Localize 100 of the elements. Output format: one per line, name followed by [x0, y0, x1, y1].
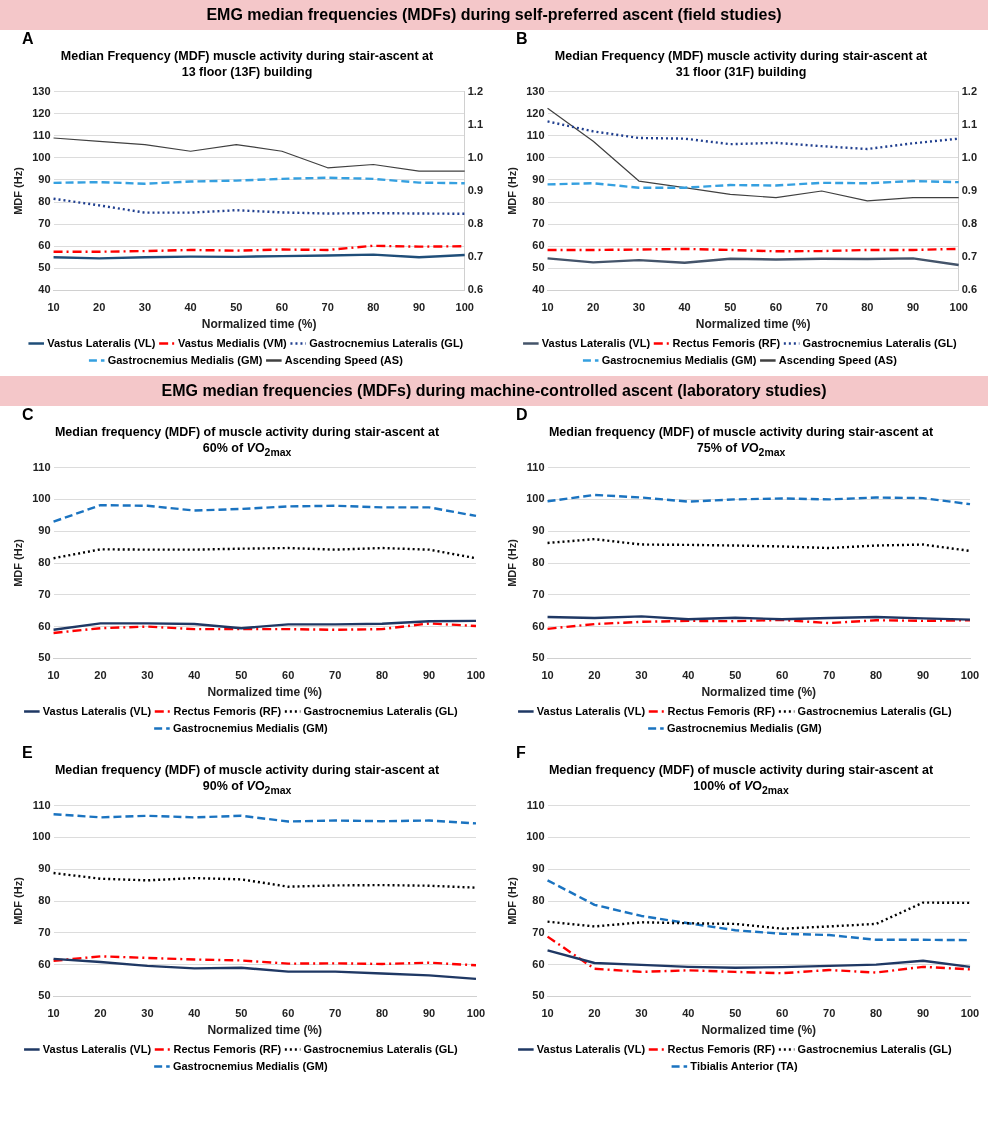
- legend-label: Gastrocnemius Medialis (GM): [172, 1059, 328, 1072]
- chart-title: Median Frequency (MDF) muscle activity during stair-ascent at 31 floor (31F) building: [553, 48, 929, 81]
- y2-tick-label: 1.1: [467, 117, 484, 130]
- chart-title: Median frequency (MDF) of muscle activity during stair-ascent at 60% of VO$_{2max}$: [53, 424, 441, 458]
- text: A: [21, 30, 35, 48]
- x-tick-label: 50: [235, 669, 248, 682]
- y-tick-label: 130: [526, 84, 545, 97]
- y-tick-label: 50: [38, 261, 51, 274]
- x-tick-label: 30: [635, 1007, 648, 1020]
- x-tick-label: 30: [635, 669, 648, 682]
- y-tick-label: 100: [526, 492, 545, 505]
- y-tick-label: 70: [38, 587, 51, 600]
- x-tick-label: 60: [275, 301, 289, 314]
- x-tick-label: 80: [376, 1007, 389, 1020]
- y-tick-label: 80: [38, 195, 51, 208]
- legend-label: Gastrocnemius Lateralis (GL): [797, 1042, 952, 1055]
- line-series: [52, 955, 478, 967]
- x-tick-label: 60: [282, 669, 295, 682]
- x-tick-label: 10: [541, 301, 554, 314]
- x-tick-label: 20: [94, 1007, 107, 1020]
- x-tick-label: 50: [235, 1007, 248, 1020]
- x-tick-label: 50: [729, 1007, 742, 1020]
- y-tick-label: 60: [38, 619, 51, 632]
- y2-tick-label: 0.6: [467, 283, 484, 296]
- y2-tick-label: 1.2: [467, 84, 484, 97]
- y-tick-label: 70: [532, 217, 545, 230]
- text: EMG median frequencies (MDFs) during self-preferred ascent (field studies): [0, 0, 988, 30]
- y2-tick-label: 1.2: [961, 84, 978, 97]
- x-tick-label: 40: [184, 301, 197, 314]
- x-axis-title: Normalized time (%): [207, 1023, 323, 1038]
- x-tick-label: 40: [678, 301, 691, 314]
- text: D: [515, 406, 529, 424]
- legend-label: Vastus Lateralis (VL): [42, 704, 152, 717]
- x-tick-label: 100: [466, 1007, 486, 1020]
- line-series: [546, 935, 972, 975]
- y-tick-label: 40: [532, 283, 545, 296]
- y-tick-label: 80: [38, 556, 51, 569]
- x-tick-label: 20: [93, 301, 106, 314]
- y-tick-label: 100: [526, 150, 545, 163]
- line-series: [52, 622, 478, 635]
- legend-label: Gastrocnemius Lateralis (GL): [797, 704, 952, 717]
- x-tick-label: 20: [587, 301, 600, 314]
- legend-label: Gastrocnemius Medialis (GM): [107, 353, 263, 366]
- y-tick-label: 80: [532, 556, 545, 569]
- y2-tick-label: 0.8: [961, 217, 978, 230]
- line-series: [546, 537, 972, 553]
- x-tick-label: 10: [47, 301, 60, 314]
- x-tick-label: 100: [466, 669, 486, 682]
- y-tick-label: 110: [32, 460, 51, 473]
- y2-tick-label: 1.0: [961, 150, 978, 163]
- x-tick-label: 90: [916, 669, 930, 682]
- y-tick-label: 70: [38, 217, 51, 230]
- y-tick-label: 90: [532, 172, 545, 185]
- y-axis-title: MDF (Hz): [11, 538, 24, 587]
- y-tick-label: 80: [38, 894, 51, 907]
- text: E: [21, 744, 34, 762]
- x-tick-label: 90: [906, 301, 920, 314]
- y-tick-label: 100: [32, 830, 51, 843]
- legend-label: Gastrocnemius Lateralis (GL): [303, 704, 458, 717]
- y-tick-label: 120: [526, 106, 545, 119]
- x-axis-title: Normalized time (%): [201, 317, 317, 332]
- legend-label: Vastus Lateralis (VL): [47, 336, 156, 349]
- chart-title: Median Frequency (MDF) muscle activity during stair-ascent at 13 floor (13F) building: [59, 48, 435, 81]
- line-series: [52, 812, 478, 825]
- chart-title: Median frequency (MDF) of muscle activity during stair-ascent at 75% of VO$_{2max}$: [547, 424, 935, 458]
- y-tick-label: 60: [532, 957, 545, 970]
- x-tick-label: 60: [776, 1007, 789, 1020]
- y-tick-label: 50: [532, 261, 545, 274]
- line-series: [52, 871, 478, 889]
- legend-label: Rectus Femoris (RF): [672, 336, 781, 349]
- legend-label: Gastrocnemius Lateralis (GL): [303, 1042, 458, 1055]
- legend-label: Rectus Femoris (RF): [667, 704, 776, 717]
- y-tick-label: 80: [532, 894, 545, 907]
- y-tick-label: 110: [32, 128, 51, 141]
- y2-tick-label: 1.0: [467, 150, 484, 163]
- line-series: [546, 493, 972, 506]
- y-tick-label: 130: [32, 84, 51, 97]
- x-tick-label: 90: [422, 669, 436, 682]
- x-tick-label: 90: [916, 1007, 930, 1020]
- x-tick-label: 100: [960, 669, 980, 682]
- legend-label: Gastrocnemius Lateralis (GL): [802, 336, 957, 349]
- x-tick-label: 80: [861, 301, 874, 314]
- y-tick-label: 90: [38, 172, 51, 185]
- x-axis-title: Normalized time (%): [207, 685, 323, 700]
- line-series: [546, 120, 960, 151]
- y-tick-label: 50: [532, 651, 545, 664]
- legend-label: Vastus Lateralis (VL): [536, 704, 646, 717]
- text: EMG median frequencies (MDFs) during machine-controlled ascent (laboratory studies): [0, 376, 988, 406]
- legend-label: Rectus Femoris (RF): [173, 1042, 282, 1055]
- y-tick-label: 110: [526, 460, 545, 473]
- x-tick-label: 10: [541, 669, 554, 682]
- legend-label: Ascending Speed (AS): [778, 353, 898, 366]
- x-tick-label: 90: [412, 301, 426, 314]
- x-tick-label: 20: [588, 1007, 601, 1020]
- legend-label: Gastrocnemius Lateralis (GL): [309, 336, 464, 349]
- y-tick-label: 110: [526, 128, 545, 141]
- x-tick-label: 50: [729, 669, 742, 682]
- legend-label: Rectus Femoris (RF): [667, 1042, 776, 1055]
- y-tick-label: 60: [38, 957, 51, 970]
- y-tick-label: 100: [526, 830, 545, 843]
